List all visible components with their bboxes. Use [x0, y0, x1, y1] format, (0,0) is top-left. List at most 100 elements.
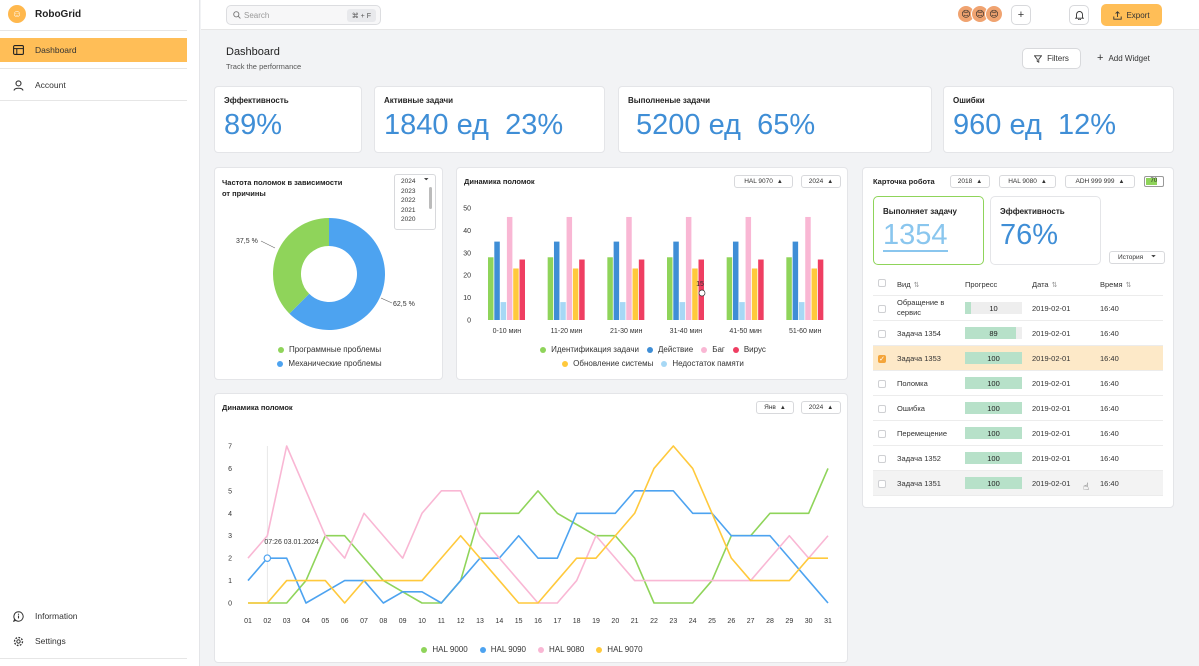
cell-type: Задача 1352 — [897, 454, 941, 463]
row-checkbox[interactable] — [878, 330, 886, 338]
column-header-time[interactable]: Время ⇅ — [1100, 280, 1131, 289]
cell-date: 2019-02-01 — [1032, 354, 1071, 363]
row-checkbox[interactable] — [878, 430, 886, 438]
year-filter[interactable]: 2018 ▲ — [950, 175, 990, 188]
adh-filter[interactable]: ADH 999 999 ▲ — [1065, 175, 1135, 188]
year-option[interactable]: 2020 — [401, 216, 416, 223]
pointer-cursor-icon — [698, 289, 706, 297]
year-option[interactable]: 2022 — [401, 197, 416, 204]
robot-filter[interactable]: HAL 9070 ▲ — [734, 175, 793, 188]
year-filter[interactable]: 2024 ▲ — [801, 401, 841, 414]
table-row[interactable]: Перемещение 100 2019-02-01 16:40 — [873, 421, 1163, 446]
history-select[interactable]: История ⏷ — [1109, 251, 1165, 264]
search-input[interactable]: Search ⌘ + F — [226, 5, 381, 25]
bar — [547, 257, 554, 320]
year-selected[interactable]: 2024 ⏷ — [401, 177, 435, 188]
row-checkbox[interactable] — [878, 480, 886, 488]
table-row[interactable]: ✓ Задача 1353 100 2019-02-01 16:40 — [873, 346, 1163, 371]
column-header-progress[interactable]: Прогресс — [965, 280, 998, 289]
donut-legend: Программные проблемы Механические пробле… — [215, 345, 444, 373]
table-row[interactable]: Ошибка 100 2019-02-01 16:40 — [873, 396, 1163, 421]
notifications-button[interactable] — [1069, 5, 1089, 25]
avatar[interactable]: 😊 — [985, 5, 1003, 23]
kpi-value: 1840 ед 23% — [384, 109, 564, 141]
progress-bar: 89 — [965, 327, 1022, 339]
y-tick-label: 2 — [228, 556, 232, 563]
row-checkbox[interactable] — [878, 380, 886, 388]
line-legend: HAL 9000 HAL 9090 HAL 9080 HAL 9070 — [215, 645, 849, 654]
progress-fill — [965, 477, 1022, 489]
table-row[interactable]: Задача 1352 100 2019-02-01 16:40 — [873, 446, 1163, 471]
donut-label-line — [260, 240, 276, 249]
legend-dot — [661, 360, 668, 367]
current-task-box[interactable]: Выполняет задачу 1354 — [873, 196, 984, 265]
add-member-button[interactable]: + — [1011, 5, 1031, 25]
table-row[interactable]: Поломка 100 2019-02-01 16:40 — [873, 371, 1163, 396]
sidebar-item-account[interactable]: Account — [0, 73, 187, 97]
kpi-value: 960 ед 12% — [953, 109, 1117, 141]
legend-item[interactable]: Действие — [647, 345, 693, 354]
row-checkbox[interactable] — [878, 405, 886, 413]
kpi-label: Эффективность — [224, 96, 289, 105]
bar — [811, 268, 818, 320]
legend-row: Обновление системы Недостаток памяти — [477, 359, 829, 373]
pointer-cursor-icon: ☝ — [1083, 482, 1090, 493]
legend-item[interactable]: HAL 9000 — [421, 645, 468, 654]
filters-button[interactable]: Filters — [1022, 48, 1081, 69]
legend-item[interactable]: Механические проблемы — [277, 359, 382, 368]
table-row[interactable]: Задача 1354 89 2019-02-01 16:40 — [873, 321, 1163, 346]
current-task-value[interactable]: 1354 — [883, 219, 948, 252]
x-tick-label: 29 — [785, 618, 793, 625]
year-select[interactable]: 2024 ⏷ 2023 2022 2021 2020 — [394, 174, 436, 230]
x-tick-label: 28 — [766, 618, 774, 625]
line-chart-card: Динамика поломок Янв ▲ 2024 ▲ 0 1 2 3 4 5 6 7 01 02… — [214, 393, 848, 663]
table-row[interactable]: Обращение в сервис 10 2019-02-01 16:40 — [873, 296, 1163, 321]
legend-item[interactable]: Обновление системы — [562, 359, 653, 368]
legend-item[interactable]: Баг — [701, 345, 725, 354]
card-title-line: от причины — [222, 189, 266, 198]
legend-item[interactable]: Вирус — [732, 345, 766, 354]
x-tick-label: 09 — [399, 618, 407, 625]
legend-label: HAL 9070 — [607, 645, 643, 654]
legend-item[interactable]: Идентификация задачи — [540, 345, 639, 354]
row-checkbox[interactable]: ✓ — [878, 355, 886, 363]
progress-value: 100 — [987, 454, 1000, 463]
sidebar-item-settings[interactable]: Settings — [0, 629, 187, 653]
bar — [619, 302, 626, 320]
search-icon — [233, 11, 241, 19]
progress-value: 100 — [987, 479, 1000, 488]
team-avatars[interactable]: 😊 😊 😊 — [957, 5, 1003, 23]
robot-efficiency-box: Эффективность 76% — [990, 196, 1101, 265]
legend-item[interactable]: HAL 9080 — [538, 645, 584, 654]
x-tick-label: 20 — [611, 618, 619, 625]
add-widget-button[interactable]: + Add Widget — [1097, 52, 1150, 64]
month-filter[interactable]: Янв ▲ — [756, 401, 794, 414]
robot-filter[interactable]: HAL 9080 ▲ — [999, 175, 1056, 188]
bar — [626, 216, 632, 320]
select-all-checkbox[interactable] — [878, 279, 886, 287]
legend-item[interactable]: HAL 9070 — [596, 645, 643, 654]
year-filter[interactable]: 2024 ▲ — [801, 175, 841, 188]
column-header-type[interactable]: Вид ⇅ — [897, 280, 919, 289]
bar — [553, 241, 560, 320]
year-selected-label: 2024 — [401, 178, 416, 185]
sidebar-item-information[interactable]: Information — [0, 604, 187, 628]
legend-item[interactable]: Недостаток памяти — [661, 359, 744, 368]
brand[interactable]: ☺ RoboGrid — [0, 0, 81, 28]
y-tick-label: 50 — [463, 206, 471, 213]
column-header-date[interactable]: Дата ⇅ — [1032, 280, 1057, 289]
table-row[interactable]: Задача 1351 100 2019-02-01 16:40 — [873, 471, 1163, 496]
scrollbar[interactable] — [429, 187, 432, 209]
export-button[interactable]: Export — [1101, 4, 1162, 26]
robot-filter-label: HAL 9080 — [1008, 178, 1037, 185]
y-tick-label: 6 — [228, 466, 232, 473]
hover-point — [263, 554, 272, 562]
row-checkbox[interactable] — [878, 455, 886, 463]
year-option[interactable]: 2021 — [401, 206, 416, 214]
row-checkbox[interactable] — [878, 305, 886, 313]
sidebar-item-dashboard[interactable]: Dashboard — [0, 38, 187, 62]
year-option[interactable]: 2023 — [401, 187, 416, 195]
legend-item[interactable]: HAL 9090 — [479, 645, 526, 654]
legend-item[interactable]: Программные проблемы — [277, 345, 381, 354]
bar-chart-card: Динамика поломок HAL 9070 ▲ 2024 ▲ 0 10 20 30… — [456, 167, 848, 380]
